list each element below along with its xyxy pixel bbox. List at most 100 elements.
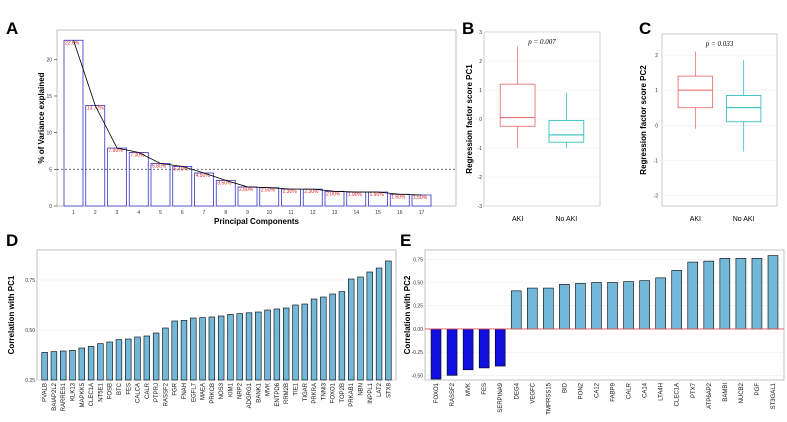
bar-lta4h [655,277,666,330]
x-tick-label-d: FES [126,383,132,395]
x-tick-label-e: FOXO1 [434,382,440,403]
x-tick-label-d: CALCA [136,383,142,403]
bar-mapkk5 [78,347,85,381]
x-tick-label-d: NT5E1 [98,382,104,401]
bar-kim1 [227,314,234,381]
x-tick-label-d: TNNI3 [321,382,327,400]
x-tick-label-d: PRKRA [312,383,318,404]
x-tick-label-e: MVK [466,383,472,396]
y-tick-label-b: 1 [479,88,482,94]
y-tick-label-b: 3 [479,30,482,36]
bar-value-label-3: 7.90% [109,148,124,154]
x-tick-label-e: BID [562,382,568,393]
bar-pvalb [41,352,48,381]
bar-pc-2 [85,105,106,207]
bar-ptprj [152,332,160,381]
x-tick-label-a: 5 [159,210,162,216]
bar-mvk [462,328,474,371]
bar-value-label-5: 5.80% [152,163,167,169]
bar-pc-3 [107,147,127,207]
y-axis-title-c: Regression factor score PC2 [639,65,648,175]
bar-calr [143,335,151,381]
bar-pon2 [575,283,586,330]
bar-inppl1 [366,271,373,381]
x-tick-label-e: FES [482,383,488,395]
bar-fabp9 [607,282,618,330]
y-tick-label-a: 10 [46,131,52,137]
x-tick-label-e: LTA4H [659,383,665,401]
y-tick-label-b: 0 [479,117,482,123]
box-b-no-aki [548,119,585,143]
x-tick-label-d: RRM2B [284,383,290,404]
bar-nucb2 [735,258,747,330]
bar-tnni3 [320,296,327,381]
y-axis-title-e: Correlation with PC2 [403,275,412,354]
bar-ptx7 [687,261,699,330]
bar-fosb [106,341,113,381]
y-axis-title-a: % of Variance explained [37,72,46,163]
x-tick-label-d: MVK [266,383,272,396]
y-tick-label-c: 0 [655,123,658,129]
y-tick-label-a: 0 [49,204,52,210]
x-tick-label-d: FNAH [182,383,188,399]
x-tick-label-e: TMPRSS15 [546,382,552,414]
x-tick-label-e: RASSF2 [450,382,456,406]
y-tick-label-b: -1 [478,146,483,152]
p-value-c: p = 0.033 [705,40,734,48]
y-axis-title-d: Correlation with PC1 [7,275,16,354]
y-tick-label-d: 0.25 [25,378,35,384]
bar-nrp2 [236,313,243,381]
p-value-b: p = 0.007 [527,38,556,46]
bar-value-label-9: 2.60% [239,187,254,193]
x-tick-label-d: BTC [117,382,123,395]
x-tick-label-d: INPPL1 [368,382,374,403]
bar-fes [478,328,490,369]
bar-value-label-12: 2.30% [304,189,319,195]
bar-nos3 [217,315,225,381]
x-tick-label-d: FOXO1 [331,382,337,403]
x-tick-label-d: PRKAB1 [349,382,355,406]
x-tick-label-e: FABP9 [611,382,617,401]
bar-nbn [357,276,364,381]
bar-tmprss15 [543,287,554,330]
x-tick-label-a: 15 [375,210,381,216]
x-tick-label-d: CALR [145,382,151,399]
variance-line [73,40,422,196]
y-tick-label-e: 0.50 [413,281,423,287]
panel-b: B -3 -2 -1 0 1 2 3 Regression factor score PC1 p … [462,19,601,223]
bar-foxo1 [329,293,336,381]
bar-tie1 [292,304,299,381]
bar-pc-5 [150,163,171,207]
bar-klk13 [69,350,76,381]
x-tick-label-d: STX8 [386,382,392,398]
panel-letter-a: A [6,19,18,38]
panel-letter-d: D [6,231,18,250]
bar-deg4 [510,290,522,330]
x-tick-label-d: LAT2 [377,382,383,397]
bar-st3gal1 [767,255,779,330]
bar-value-label-14: 1.90% [348,192,363,198]
panel-letter-c: C [639,19,651,38]
x-tick-label-e: PTX7 [691,382,697,398]
box-b-aki [499,83,536,127]
bar-pc-1 [63,39,84,207]
bar-lat2 [375,267,383,381]
x-tick-label-a: 11 [288,210,293,216]
x-tick-label-d: PRKCB [210,383,216,404]
x-tick-label-a: 8 [224,210,227,216]
x-tick-label-d: ENTPD6 [275,382,281,406]
x-tick-label-e: CA14 [643,382,649,398]
bar-pc-4 [128,152,149,207]
bar-value-label-13: 2.00% [326,191,341,197]
bar-entpd6 [273,308,281,381]
y-tick-label-a: 20 [46,57,52,63]
bar-vegfc [527,287,538,330]
x-tick-label-e: PGF [755,383,761,396]
y-tick-label-d: 0.50 [25,328,35,334]
x-tick-label-d: CLEC1A [89,383,95,406]
x-tick-label-e: ST3GAL1 [771,382,777,409]
x-tick-label-d: TIGAR [303,382,309,401]
y-tick-label-e: 0.25 [413,304,423,310]
